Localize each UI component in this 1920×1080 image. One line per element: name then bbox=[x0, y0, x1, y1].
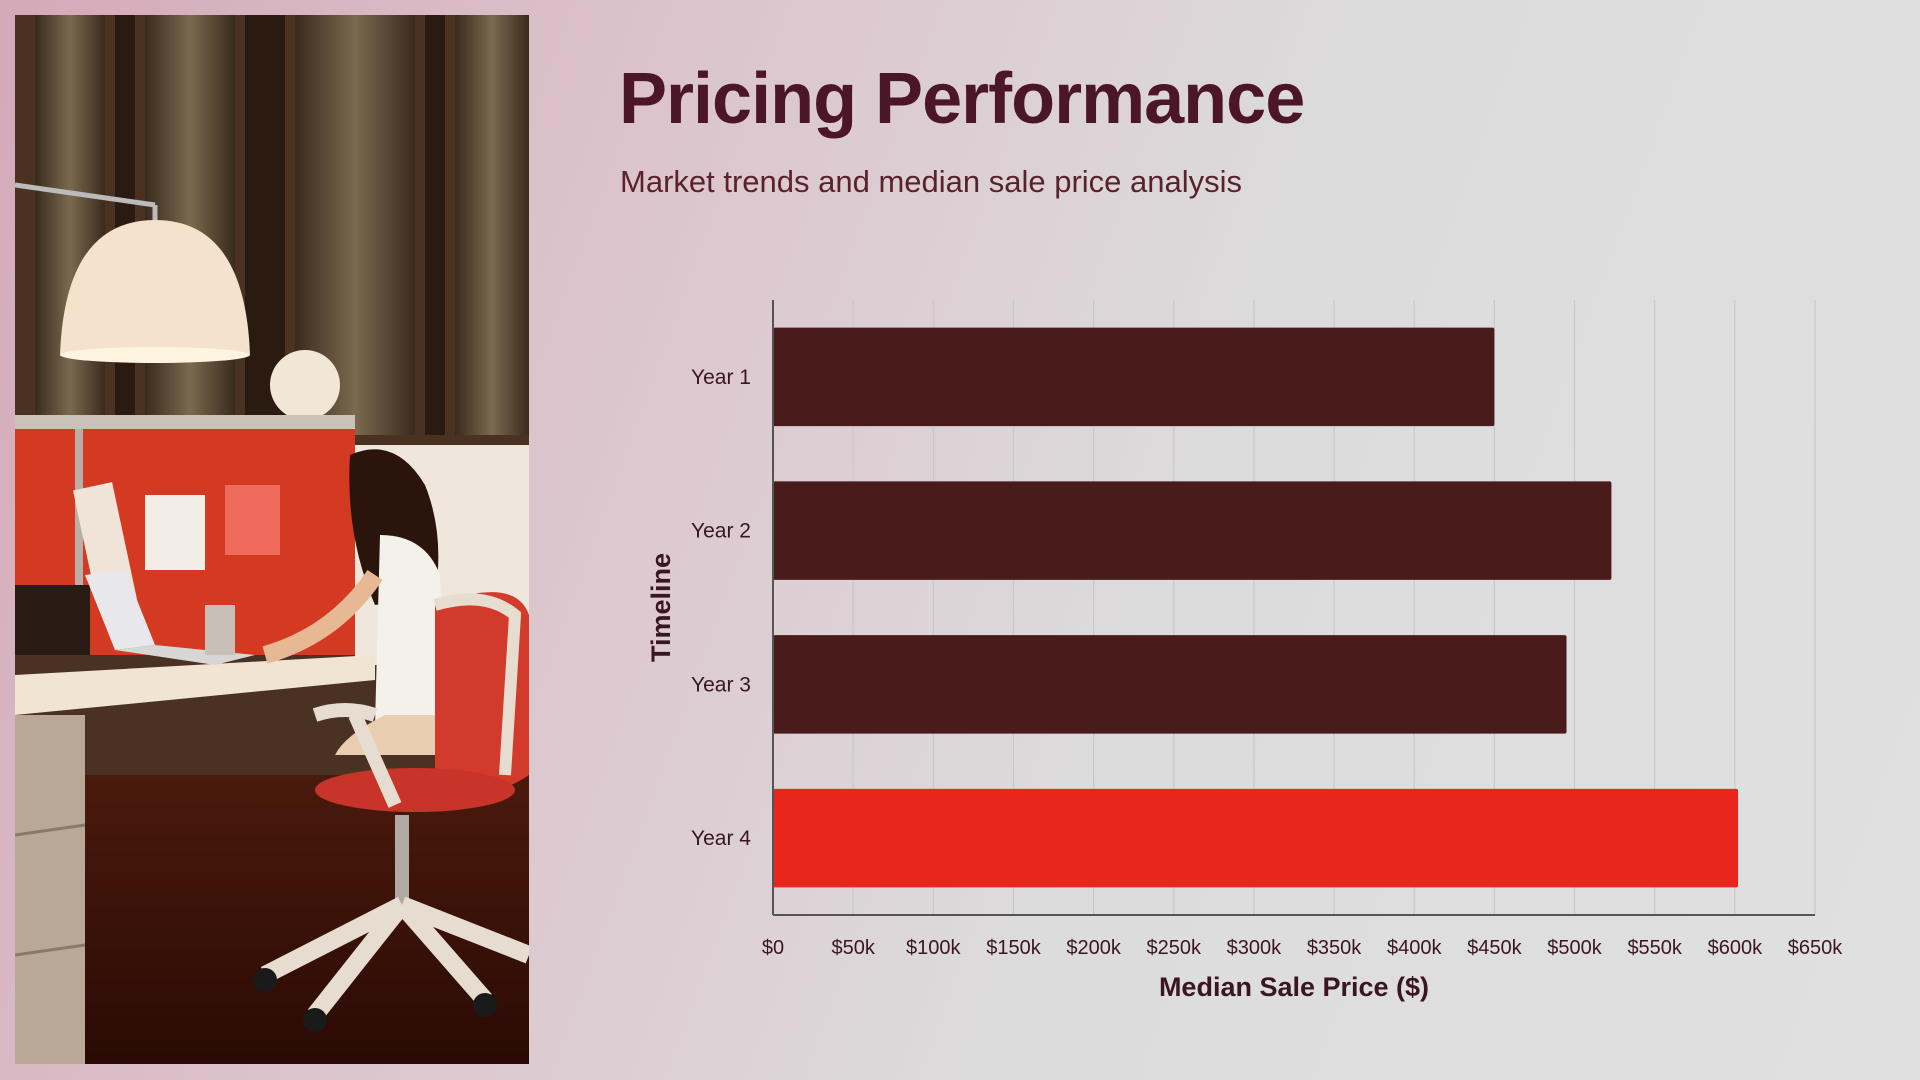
office-worker-photo-icon bbox=[15, 15, 529, 1064]
x-tick-label: $200k bbox=[1066, 937, 1121, 959]
x-tick-label: $550k bbox=[1627, 937, 1682, 959]
x-axis-title: Median Sale Price ($) bbox=[1159, 972, 1429, 1002]
category-label: Year 3 bbox=[691, 673, 751, 696]
x-tick-label: $300k bbox=[1227, 937, 1282, 959]
x-tick-label: $0 bbox=[762, 937, 784, 959]
x-tick-label: $150k bbox=[986, 937, 1041, 959]
x-tick-label: $400k bbox=[1387, 937, 1442, 959]
slide-subtitle: Market trends and median sale price anal… bbox=[620, 164, 1243, 199]
x-tick-label: $100k bbox=[906, 937, 961, 959]
x-tick-label: $450k bbox=[1467, 937, 1522, 959]
bar-year-2 bbox=[773, 481, 1612, 580]
x-tick-label: $250k bbox=[1147, 937, 1202, 959]
bar-year-1 bbox=[773, 327, 1495, 427]
category-label: Year 2 bbox=[691, 520, 751, 543]
x-tick-label: $350k bbox=[1307, 937, 1362, 959]
x-tick-label: $50k bbox=[831, 937, 875, 959]
category-label: Year 4 bbox=[691, 827, 751, 850]
category-label: Year 1 bbox=[691, 366, 751, 389]
x-tick-label: $600k bbox=[1708, 937, 1763, 959]
bar-year-4 bbox=[773, 788, 1739, 888]
bar-year-3 bbox=[773, 635, 1567, 734]
slide-title: Pricing Performance bbox=[619, 59, 1305, 139]
office-photo bbox=[15, 15, 529, 1064]
bar-chart-svg: Year 1 Year 2 Year 3 Year 4 $0 $50k $100k $150k… bbox=[646, 300, 1843, 1002]
bar-chart: Year 1 Year 2 Year 3 Year 4 $0 $50k $100k $150k… bbox=[620, 280, 1860, 1020]
x-tick-label: $500k bbox=[1547, 937, 1602, 959]
y-axis-title: Timeline bbox=[646, 553, 676, 662]
x-tick-label: $650k bbox=[1788, 937, 1843, 959]
